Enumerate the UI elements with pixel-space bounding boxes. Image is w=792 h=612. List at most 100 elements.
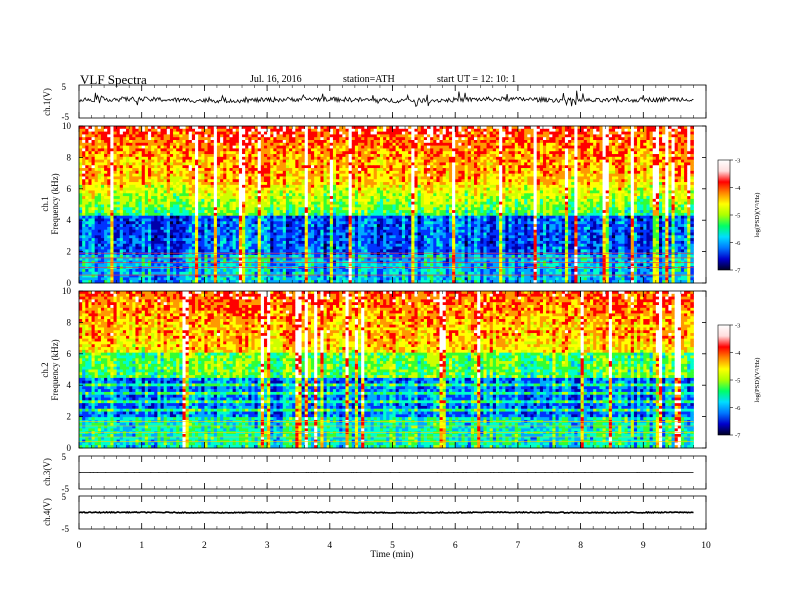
spectrogram-cell bbox=[213, 182, 218, 186]
spectrogram-cell bbox=[326, 151, 331, 155]
spectrogram-cell bbox=[474, 187, 478, 191]
spectrogram-cell bbox=[351, 187, 356, 191]
spectrogram-cell bbox=[552, 159, 556, 163]
spectrogram-cell bbox=[100, 154, 105, 158]
spectrogram-cell bbox=[301, 145, 306, 149]
spectrogram-cell bbox=[113, 142, 118, 147]
spectrogram-cell bbox=[348, 159, 353, 163]
spectrogram-cell bbox=[474, 184, 478, 189]
spectrogram-cell bbox=[398, 159, 403, 163]
spectrogram-cell bbox=[82, 179, 86, 183]
spectrogram-cell bbox=[652, 126, 657, 130]
spectrogram-cell bbox=[668, 154, 672, 158]
spectrogram-cell bbox=[414, 145, 418, 149]
spectrogram-cell bbox=[320, 182, 324, 186]
spectrogram-cell bbox=[430, 184, 434, 189]
spectrogram-cell bbox=[467, 140, 472, 144]
spectrogram-cell bbox=[467, 168, 472, 172]
spectrogram-cell bbox=[195, 131, 199, 135]
spectrogram-cell bbox=[135, 170, 139, 175]
spectrogram-cell bbox=[401, 137, 406, 141]
spectrogram-cell bbox=[583, 140, 588, 144]
spectrogram-cell bbox=[586, 179, 591, 183]
spectrogram-cell bbox=[536, 159, 541, 163]
spectrogram-cell bbox=[235, 190, 240, 194]
spectrogram-cell bbox=[458, 173, 462, 177]
spectrogram-cell bbox=[122, 128, 127, 132]
spectrogram-cell bbox=[379, 151, 384, 155]
spectrogram-cell bbox=[358, 165, 362, 169]
spectrogram-cell bbox=[467, 187, 472, 191]
spectrogram-cell bbox=[367, 140, 371, 144]
spectrogram-cell bbox=[615, 131, 619, 135]
spectrogram-cell bbox=[555, 190, 560, 194]
spectrogram-cell bbox=[398, 140, 403, 144]
spectrogram-cell bbox=[602, 173, 607, 177]
spectrogram-cell bbox=[464, 134, 469, 138]
spectrogram-cell bbox=[662, 179, 666, 183]
spectrogram-cell bbox=[276, 168, 281, 172]
spectrogram-cell bbox=[590, 184, 594, 189]
spectrogram-cell bbox=[627, 190, 632, 194]
spectrogram-cell bbox=[499, 162, 503, 166]
spectrogram-cell bbox=[521, 145, 525, 149]
spectrogram-cell bbox=[637, 193, 641, 197]
spectrogram-cell bbox=[389, 145, 393, 149]
spectrogram-cell bbox=[593, 165, 597, 169]
spectrogram-cell bbox=[279, 134, 284, 138]
spectrogram-cell bbox=[210, 131, 215, 135]
spectrogram-cell bbox=[358, 179, 362, 183]
spectrogram-cell bbox=[82, 176, 86, 180]
spectrogram-cell bbox=[618, 151, 622, 155]
spectrogram-cell bbox=[235, 187, 240, 191]
spectrogram-cell bbox=[511, 193, 516, 197]
spectrogram-cell bbox=[370, 162, 375, 166]
spectrogram-cell bbox=[618, 184, 622, 189]
spectrogram-cell bbox=[220, 190, 224, 194]
spectrogram-cell bbox=[517, 162, 522, 166]
spectrogram-cell bbox=[677, 126, 682, 130]
spectrogram-cell bbox=[646, 165, 650, 169]
spectrogram-cell bbox=[618, 193, 622, 197]
spectrogram-cell bbox=[144, 159, 149, 163]
spectrogram-cell bbox=[408, 137, 412, 141]
spectrogram-cell bbox=[577, 168, 582, 172]
spectrogram-cell bbox=[668, 162, 672, 166]
spectrogram-cell bbox=[119, 190, 124, 194]
spectrogram-cell bbox=[630, 173, 635, 177]
spectrogram-cell bbox=[160, 193, 165, 197]
spectrogram-cell bbox=[144, 176, 149, 180]
spectrogram-cell bbox=[160, 126, 165, 130]
spectrogram-cell bbox=[395, 154, 400, 158]
spectrogram-cell bbox=[301, 137, 306, 141]
spectrogram-cell bbox=[329, 156, 334, 161]
spectrogram-cell bbox=[310, 165, 315, 169]
spectrogram-cell bbox=[586, 184, 591, 189]
date-label: Jul. 16, 2016 bbox=[250, 74, 302, 85]
spectrogram-cell bbox=[166, 179, 171, 183]
spectrogram-cell bbox=[351, 142, 356, 147]
spectrogram-cell bbox=[646, 134, 650, 138]
spectrogram-cell bbox=[358, 193, 362, 197]
spectrogram-cell bbox=[79, 176, 83, 180]
spectrogram-cell bbox=[561, 159, 566, 163]
spectrogram-cell bbox=[655, 176, 660, 180]
spectrogram-cell bbox=[665, 193, 669, 197]
spectrogram-cell bbox=[599, 126, 603, 130]
spectrogram-cell bbox=[574, 154, 578, 158]
spectrogram-cell bbox=[351, 148, 356, 152]
spectrogram-cell bbox=[166, 156, 171, 161]
spectrogram-cell bbox=[408, 151, 412, 155]
spectrogram-cell bbox=[605, 148, 610, 152]
spectrogram-cell bbox=[395, 134, 400, 138]
spectrogram-cell bbox=[132, 196, 136, 200]
spectrogram-cell bbox=[210, 168, 215, 172]
spectrogram-cell bbox=[574, 184, 578, 189]
spectrogram-cell bbox=[317, 176, 321, 180]
spectrogram-cell bbox=[555, 140, 560, 144]
spectrogram-cell bbox=[561, 190, 566, 194]
spectrogram-cell bbox=[85, 154, 89, 158]
spectrogram-cell bbox=[474, 140, 478, 144]
spectrogram-cell bbox=[138, 187, 143, 191]
spectrogram-cell bbox=[113, 168, 118, 172]
